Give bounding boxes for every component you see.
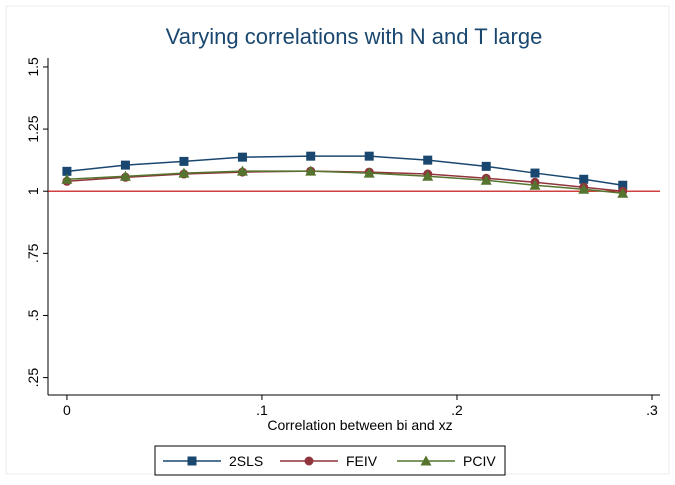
marker-triangle bbox=[305, 165, 317, 176]
legend-label: PCIV bbox=[463, 453, 496, 469]
y-tick-label: 1.25 bbox=[25, 115, 41, 142]
marker-triangle bbox=[178, 167, 190, 178]
marker-square bbox=[237, 152, 247, 162]
x-tick-label: 0 bbox=[63, 402, 71, 418]
marker-triangle bbox=[420, 455, 432, 466]
marker-triangle bbox=[363, 167, 375, 178]
marker-square bbox=[481, 161, 491, 171]
marker-square bbox=[579, 174, 589, 184]
x-tick-label: .1 bbox=[256, 402, 268, 418]
marker-square bbox=[423, 155, 433, 165]
x-axis-label: Correlation between bi and xz bbox=[267, 417, 452, 433]
chart-frame bbox=[5, 5, 670, 475]
marker-square bbox=[364, 151, 374, 161]
y-tick-label: .25 bbox=[25, 368, 41, 388]
marker-circle bbox=[304, 456, 314, 466]
marker-triangle bbox=[422, 170, 434, 181]
marker-triangle bbox=[236, 165, 248, 176]
x-tick-label: .2 bbox=[451, 402, 463, 418]
marker-square bbox=[306, 151, 316, 161]
marker-square bbox=[187, 456, 197, 466]
marker-square bbox=[618, 180, 628, 190]
marker-triangle bbox=[529, 179, 541, 190]
y-tick-label: .75 bbox=[25, 243, 41, 263]
marker-triangle bbox=[617, 187, 629, 198]
y-tick-label: 1 bbox=[25, 187, 41, 195]
marker-square bbox=[530, 168, 540, 178]
marker-triangle bbox=[578, 183, 590, 194]
legend-label: 2SLS bbox=[229, 453, 263, 469]
x-tick-label: .3 bbox=[646, 402, 658, 418]
marker-square bbox=[120, 160, 130, 170]
chart-title: Varying correlations with N and T large bbox=[166, 24, 543, 49]
marker-square bbox=[62, 166, 72, 176]
marker-triangle bbox=[61, 173, 73, 184]
legend-label: FEIV bbox=[346, 453, 378, 469]
y-tick-label: 1.5 bbox=[25, 57, 41, 77]
marker-triangle bbox=[480, 174, 492, 185]
marker-square bbox=[179, 156, 189, 166]
y-tick-label: .5 bbox=[25, 309, 41, 321]
marker-triangle bbox=[119, 170, 131, 181]
